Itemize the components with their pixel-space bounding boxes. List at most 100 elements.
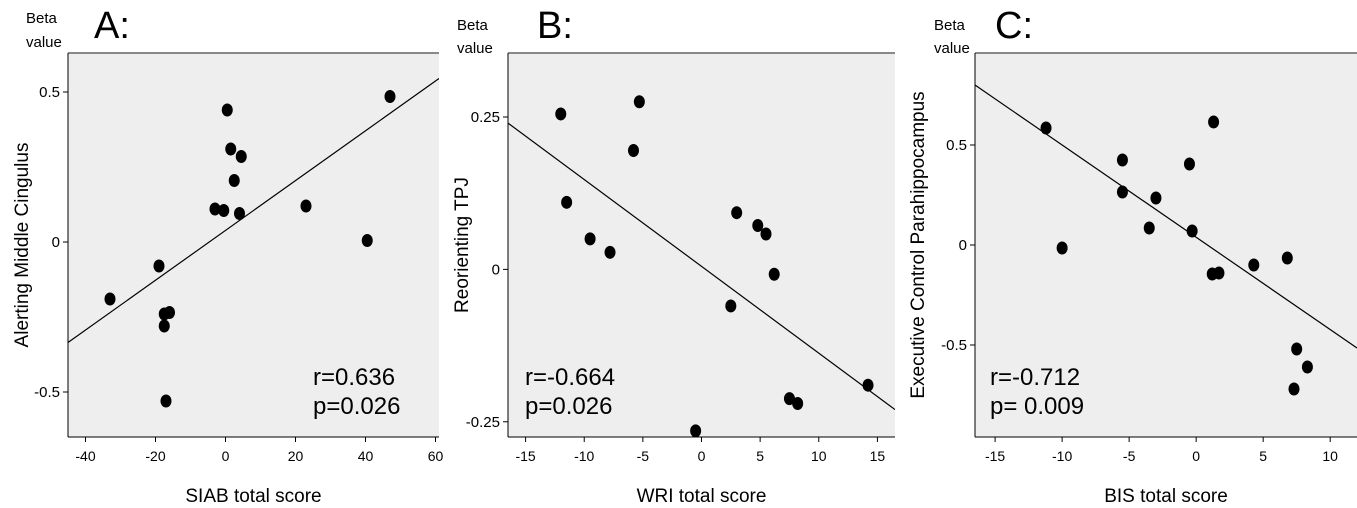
panel-b-data-point: [561, 195, 573, 209]
panel-c-data-point: [1040, 121, 1052, 135]
panel-a-x-tick-label: 0: [222, 448, 230, 464]
panel-b-x-axis-label: WRI total score: [637, 486, 767, 507]
panel-b-x-tick-label: 5: [756, 448, 764, 464]
panel-c-y-tick-label: 0.5: [946, 137, 967, 154]
panel-b-y-tick-label: -0.25: [466, 414, 500, 431]
panel-b-data-point: [783, 392, 795, 406]
panel-a-x-tick-label: -20: [145, 448, 165, 464]
panel-c-plot-area: [975, 53, 1357, 437]
panel-b-x-tick-label: -10: [574, 448, 594, 464]
panel-a-beta-label-line2: value: [26, 34, 62, 51]
panel-b-data-point: [633, 95, 645, 109]
panel-b-fit-line: [508, 122, 895, 411]
panel-b-data-point: [690, 424, 702, 438]
panel-c-data-point: [1301, 360, 1313, 374]
panel-c-stat-p: p= 0.009: [990, 393, 1084, 420]
panel-c-data-point: [1143, 221, 1155, 235]
panel-b-beta-label-line2: value: [457, 40, 493, 57]
panel-a-data-point: [164, 306, 175, 319]
panel-c-data-point: [1213, 266, 1225, 280]
panel-b-data-point: [752, 218, 764, 232]
panel-c-data-point: [1116, 153, 1128, 167]
panel-b-data-point: [760, 227, 772, 241]
panel-a-data-point: [160, 394, 172, 408]
panel-a-data-point: [153, 259, 165, 273]
panel-a-beta-label-line1: Beta: [26, 10, 58, 27]
panel-a-y-tick-label: 0: [52, 234, 60, 251]
panel-a-data-point: [218, 204, 230, 217]
panel-b-data-point: [792, 396, 804, 410]
panel-a-data-point: [384, 90, 396, 103]
panel-c-x-axis-label: BIS total score: [1104, 486, 1228, 507]
panel-b-data-point: [731, 206, 743, 220]
panel-b-data-point: [862, 378, 874, 392]
panel-b-x-tick-label: -5: [637, 448, 650, 464]
panel-c-stat-r: r=-0.712: [990, 364, 1080, 391]
panel-b-y-tick-label: 0: [492, 261, 500, 278]
panel-a-data-point: [228, 174, 240, 187]
panel-b-data-point: [768, 267, 780, 281]
panel-a-data-point: [300, 199, 312, 213]
panel-b-x-tick-label: 0: [698, 448, 706, 464]
panel-c-beta-label-line2: value: [934, 40, 970, 57]
panel-b-beta-label-line1: Beta: [457, 17, 489, 34]
panel-a-x-axis-label: SIAB total score: [185, 486, 321, 507]
panel-a-y-axis-label: Alerting Middle Cingulus: [12, 143, 33, 348]
panel-a-x-tick-label: 20: [288, 448, 304, 464]
panel-b-stat-r: r=-0.664: [525, 364, 615, 391]
panel-c-x-tick-label: -10: [1052, 448, 1072, 464]
panel-c-y-tick-label: -0.5: [941, 337, 967, 354]
panel-c-data-point: [1186, 224, 1198, 238]
panel-c-data-point: [1208, 115, 1220, 129]
panel-b-data-point: [627, 144, 639, 158]
panel-a-y-tick-label: -0.5: [34, 384, 60, 401]
panel-b-x-tick-label: 10: [811, 448, 827, 464]
panel-a-fit-line: [68, 78, 439, 343]
panel-c-data-point: [1116, 185, 1128, 199]
panel-a-data-point: [221, 103, 233, 117]
panel-c-data-point: [1291, 342, 1303, 356]
panel-c-y-tick-label: 0: [959, 237, 967, 254]
panel-c-panel-label: C:: [995, 5, 1033, 47]
panel-c-x-tick-label: -15: [985, 448, 1005, 464]
panel-b-stat-p: p=0.026: [525, 393, 612, 420]
panel-c-x-tick-label: 10: [1322, 448, 1338, 464]
panel-b-y-axis-label: Reorienting TPJ: [452, 177, 473, 313]
panel-a-data-point: [104, 292, 116, 306]
panel-c-data-point: [1288, 382, 1300, 396]
panel-a-data-point: [235, 150, 247, 163]
panel-a-plot-area: [68, 53, 439, 437]
panel-b-data-point: [725, 299, 737, 313]
panel-a-data-point: [225, 142, 237, 156]
panel-b-data-point: [604, 245, 616, 259]
panel-a-data-point: [158, 319, 170, 333]
panel-a-data-point: [361, 234, 373, 247]
panel-b-data-point: [584, 232, 596, 246]
panel-a-x-tick-label: 60: [428, 448, 444, 464]
panel-a-stat-r: r=0.636: [313, 364, 395, 391]
panel-b-x-tick-label: 15: [870, 448, 886, 464]
panel-a-data-point: [209, 202, 221, 216]
panel-b-data-point: [555, 107, 567, 121]
panel-a-x-tick-label: -40: [75, 448, 95, 464]
panel-c-beta-label-line1: Beta: [934, 17, 966, 34]
panel-c-data-point: [1056, 241, 1068, 255]
panel-a-x-tick-label: 40: [358, 448, 374, 464]
panel-b-y-tick-label: 0.25: [471, 109, 500, 126]
panel-c-data-point: [1248, 258, 1260, 272]
panel-c-data-point: [1281, 251, 1293, 265]
panel-c-x-tick-label: -5: [1123, 448, 1136, 464]
panel-c-y-axis-label: Executive Control Parahippocampus: [908, 91, 929, 398]
panel-b-plot-area: [508, 53, 895, 437]
panel-c-data-point: [1183, 157, 1195, 171]
panel-a-panel-label: A:: [94, 5, 130, 47]
panel-a-stat-p: p=0.026: [313, 393, 400, 420]
panel-c-data-point: [1150, 191, 1162, 205]
panel-a-y-tick-label: 0.5: [39, 84, 60, 101]
panel-c-x-tick-label: 5: [1259, 448, 1267, 464]
panel-a-data-point: [234, 207, 245, 220]
panel-c-x-tick-label: 0: [1192, 448, 1200, 464]
panel-b-x-tick-label: -15: [515, 448, 535, 464]
panel-b-panel-label: B:: [537, 5, 573, 47]
